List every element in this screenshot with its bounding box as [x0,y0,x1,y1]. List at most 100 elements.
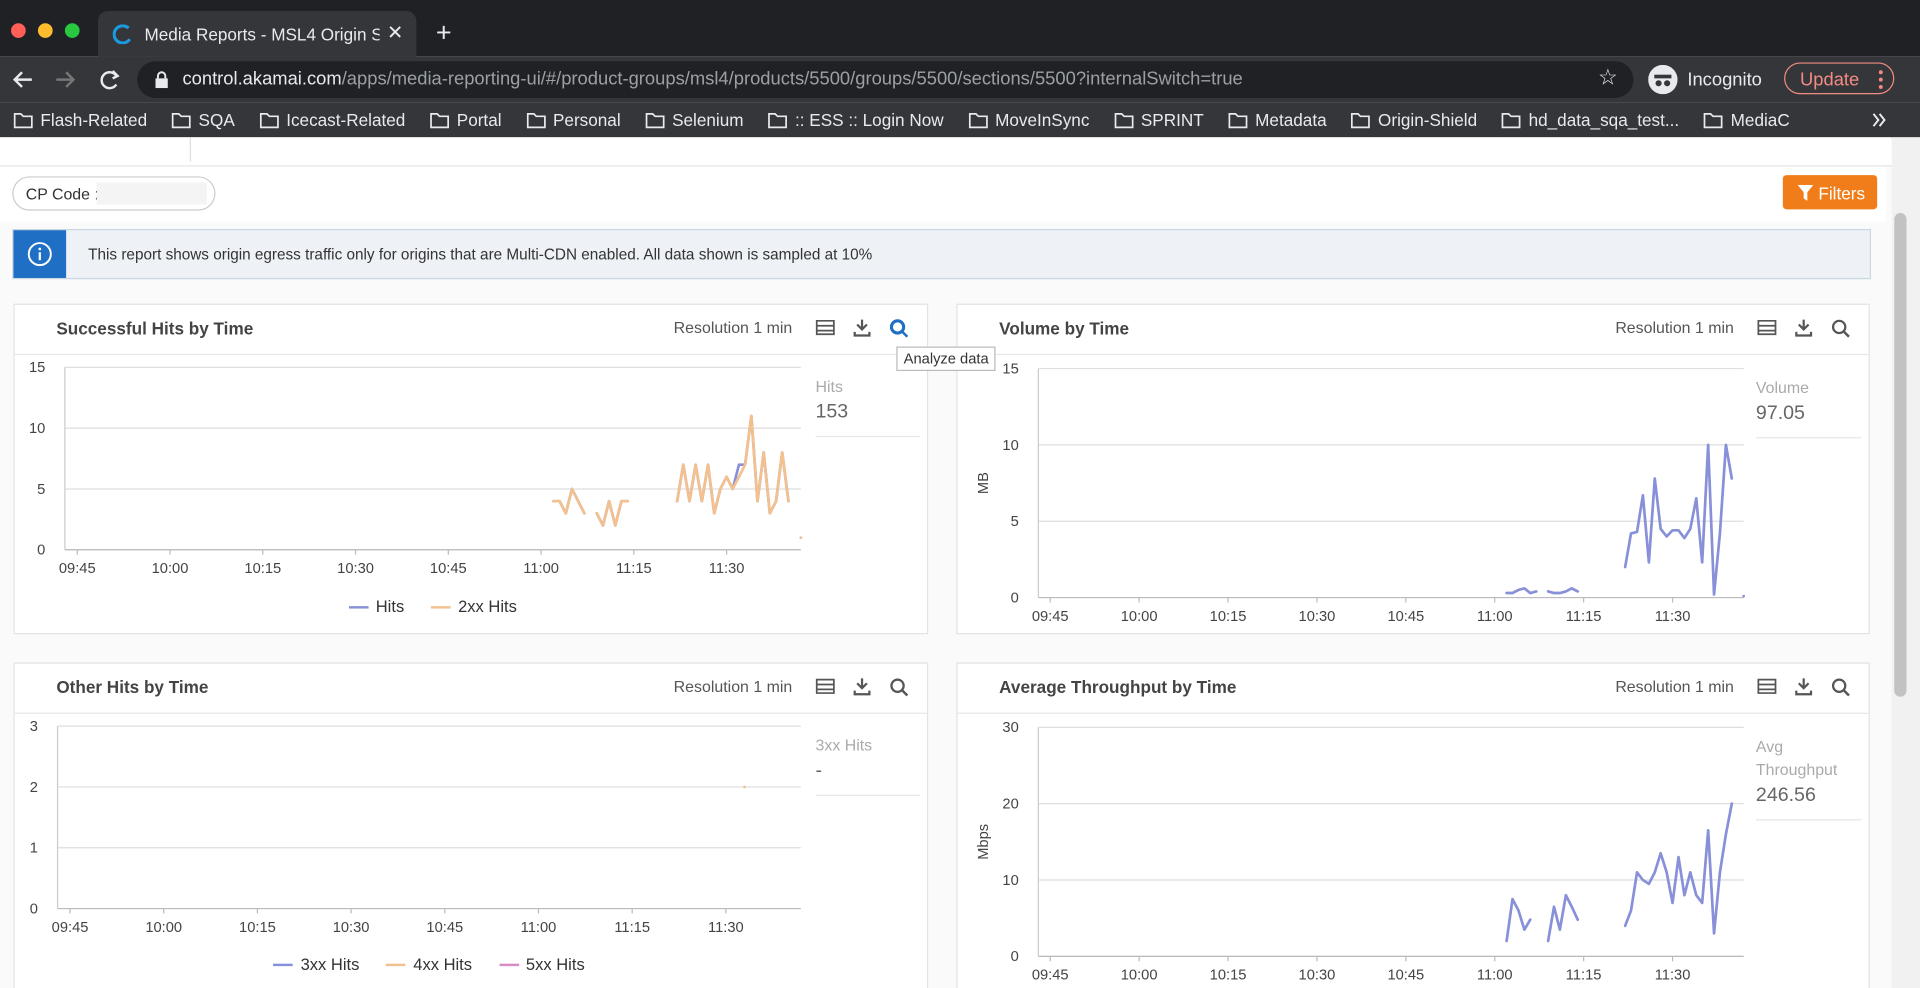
legend-swatch [386,963,406,966]
page-top-strip [0,137,1892,167]
folder-shape [13,113,33,129]
chart-title: Average Throughput by Time [999,677,1237,697]
summary-value: 97.05 [1755,403,1862,439]
bookmark[interactable]: Metadata [1228,110,1327,130]
y-tick-label: 0 [1011,590,1019,606]
new-tab[interactable]: + [435,17,452,48]
tab-favicon [112,24,132,45]
y-tick-label: 5 [37,482,45,498]
nav-buttons[interactable] [10,66,126,93]
legend-label: 3xx Hits [300,955,360,974]
x-tick-label: 10:15 [1210,968,1247,984]
x-tick-label: 11:30 [1655,609,1691,625]
analyze-icon[interactable] [1831,319,1847,335]
tooltip: Analyze data [896,346,996,372]
tab-close[interactable]: ✕ [386,23,404,45]
download-icon[interactable] [1795,319,1813,337]
folder-shape [1228,113,1248,129]
folder-icon [171,113,191,129]
x-tick-label: 11:00 [521,920,557,936]
summary: Avg Throughput 246.56 [1755,735,1862,821]
bookmark[interactable]: Personal [526,110,621,130]
download-icon[interactable] [853,678,871,696]
info-icon-box [13,230,67,278]
cp-code-input[interactable]: CP Code : [12,176,216,211]
filters-label: Filters [1818,183,1866,204]
table-icon[interactable] [815,678,835,694]
update-button[interactable]: Update [1784,62,1895,95]
analyze-icon-handle [901,689,909,697]
bookmark-label: MoveInSync [995,110,1090,130]
bookmark[interactable]: SPRINT [1114,110,1204,130]
profile-label[interactable]: Incognito [1687,69,1762,91]
x-tick-label: 11:30 [709,561,745,577]
bookmark[interactable]: Flash-Related [13,110,147,130]
legend-item: 2xx Hits [431,598,517,616]
download-icon[interactable] [1795,678,1813,696]
active-tab[interactable]: Media Reports - MSL4 Origin S ✕ [97,11,417,57]
x-tick-label: 10:00 [152,561,189,577]
x-tick-label: 10:45 [426,920,463,936]
legend-swatch [273,963,294,966]
x-tick-label: 11:15 [614,920,650,936]
legend-swatch [348,605,369,608]
url-host: control.akamai.com [182,68,342,90]
table-icon[interactable] [815,319,835,336]
bookmark-label: hd_data_sqa_test... [1528,110,1680,130]
bookmark-label: Flash-Related [40,110,148,130]
folder-shape [1502,113,1521,129]
x-tick-label: 11:15 [1566,609,1602,625]
chart-title: Volume by Time [999,318,1130,338]
y-tick-label: 1 [30,841,38,857]
bookmark[interactable]: Selenium [645,110,744,130]
analyze-icon[interactable] [890,678,905,693]
x-tick-label: 11:00 [1477,609,1513,625]
y-tick-label: 20 [1002,797,1018,813]
summary-label: Avg Throughput [1755,737,1838,779]
analyze-icon-handle [901,330,909,338]
bookmark-star[interactable]: ☆ [1597,64,1618,90]
folder-shape [430,113,450,129]
filters-button[interactable]: Filters [1782,175,1878,210]
table-icon[interactable] [1757,678,1777,694]
y-tick-label: 5 [1011,514,1019,530]
folder-shape [526,113,546,129]
header-divider [957,712,1869,714]
folder-icon [1704,113,1723,129]
omnibox[interactable]: control.akamai.com/apps/media-reporting-… [137,61,1634,98]
summary-value: 246.56 [1755,785,1862,821]
download-icon[interactable] [853,319,871,337]
table-icon[interactable] [1757,319,1777,336]
analyze-icon-handle [1843,330,1850,338]
analyze-icon[interactable] [889,319,906,335]
bookmark[interactable]: MediaC [1704,110,1790,130]
folder-icon [768,113,788,129]
legend-label: 4xx Hits [413,955,473,974]
chart-title: Other Hits by Time [56,677,209,697]
bookmark[interactable]: SQA [171,110,235,130]
analyze-icon[interactable] [1831,678,1847,693]
bookmark[interactable]: Origin-Shield [1351,110,1477,130]
bookmarks-overflow[interactable] [1872,113,1887,128]
bookmark[interactable]: Portal [430,110,502,130]
lock-icon [155,71,168,89]
y-tick-label: 30 [1002,720,1018,736]
folder-shape [1351,113,1371,129]
folder-shape [1704,113,1723,129]
legend-label: 5xx Hits [525,955,585,974]
bookmark[interactable]: MoveInSync [968,110,1089,130]
chart-panel: Successful Hits by Time Resolution 1 min 0… [13,303,929,635]
chart: 0 5 10 15 09:45 10:00 10:15 10:30 10:45 11:00 11:1… [976,319,1850,625]
legend-label: 2xx Hits [458,597,517,616]
bookmark[interactable]: :: ESS :: Login Now [768,110,944,130]
bookmark[interactable]: Icecast-Related [259,110,405,130]
chart: 0 5 10 15 09:45 10:00 10:15 10:30 10:45 11:00 11:1… [29,319,909,577]
bookmark[interactable]: hd_data_sqa_test... [1502,110,1680,130]
resolution: Resolution 1 min [1615,677,1734,696]
legend-label: Hits [375,597,405,616]
bookmark-list: Flash-Related SQA Icecast-Related Portal Per… [13,110,1790,130]
resolution: Resolution 1 min [673,318,793,337]
bookmark-label: SPRINT [1140,110,1204,130]
summary-value: 153 [815,402,920,438]
